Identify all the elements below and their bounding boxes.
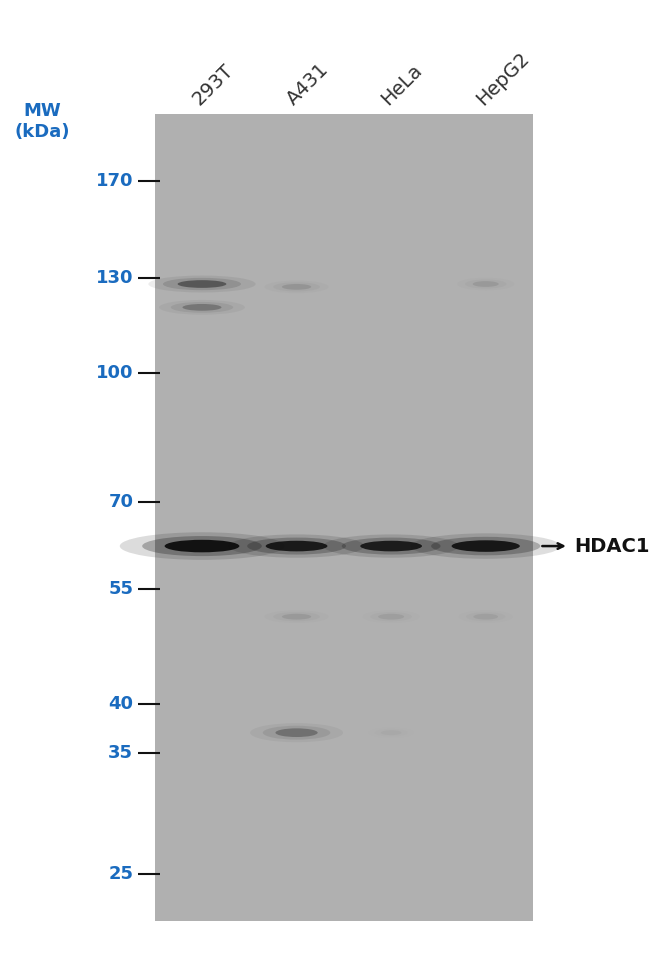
Text: 70: 70 [109, 494, 133, 511]
Ellipse shape [431, 537, 540, 555]
Ellipse shape [465, 280, 506, 288]
Ellipse shape [473, 614, 498, 620]
Ellipse shape [142, 536, 262, 556]
Ellipse shape [247, 538, 346, 554]
Text: 35: 35 [109, 744, 133, 762]
Text: 130: 130 [96, 269, 133, 287]
Ellipse shape [452, 540, 520, 551]
Ellipse shape [473, 281, 499, 287]
Ellipse shape [323, 534, 459, 558]
Ellipse shape [282, 614, 311, 620]
Ellipse shape [370, 612, 412, 622]
Text: 170: 170 [96, 173, 133, 191]
Text: HeLa: HeLa [378, 61, 426, 109]
Ellipse shape [183, 304, 222, 310]
Ellipse shape [378, 614, 404, 620]
Text: 40: 40 [109, 695, 133, 713]
Text: HepG2: HepG2 [473, 48, 532, 109]
Bar [155, 114, 533, 921]
Ellipse shape [159, 300, 245, 315]
Ellipse shape [164, 540, 239, 552]
Ellipse shape [148, 276, 255, 292]
Ellipse shape [342, 538, 441, 554]
Ellipse shape [360, 541, 422, 551]
Ellipse shape [282, 284, 311, 290]
Ellipse shape [266, 541, 328, 551]
Text: 25: 25 [109, 866, 133, 883]
Text: A431: A431 [283, 60, 332, 109]
Ellipse shape [250, 723, 343, 742]
Text: MW
(kDa): MW (kDa) [14, 102, 70, 141]
Ellipse shape [229, 534, 365, 558]
Text: 293T: 293T [188, 61, 237, 109]
Ellipse shape [171, 302, 233, 312]
Text: 55: 55 [109, 580, 133, 599]
Ellipse shape [276, 729, 318, 737]
Ellipse shape [411, 533, 561, 559]
Text: HDAC1: HDAC1 [574, 537, 649, 555]
Text: 100: 100 [96, 364, 133, 383]
Ellipse shape [177, 281, 226, 288]
Ellipse shape [273, 612, 320, 622]
Ellipse shape [163, 278, 241, 290]
Ellipse shape [120, 532, 284, 560]
Ellipse shape [263, 726, 330, 739]
Ellipse shape [273, 282, 320, 291]
Ellipse shape [381, 731, 402, 736]
